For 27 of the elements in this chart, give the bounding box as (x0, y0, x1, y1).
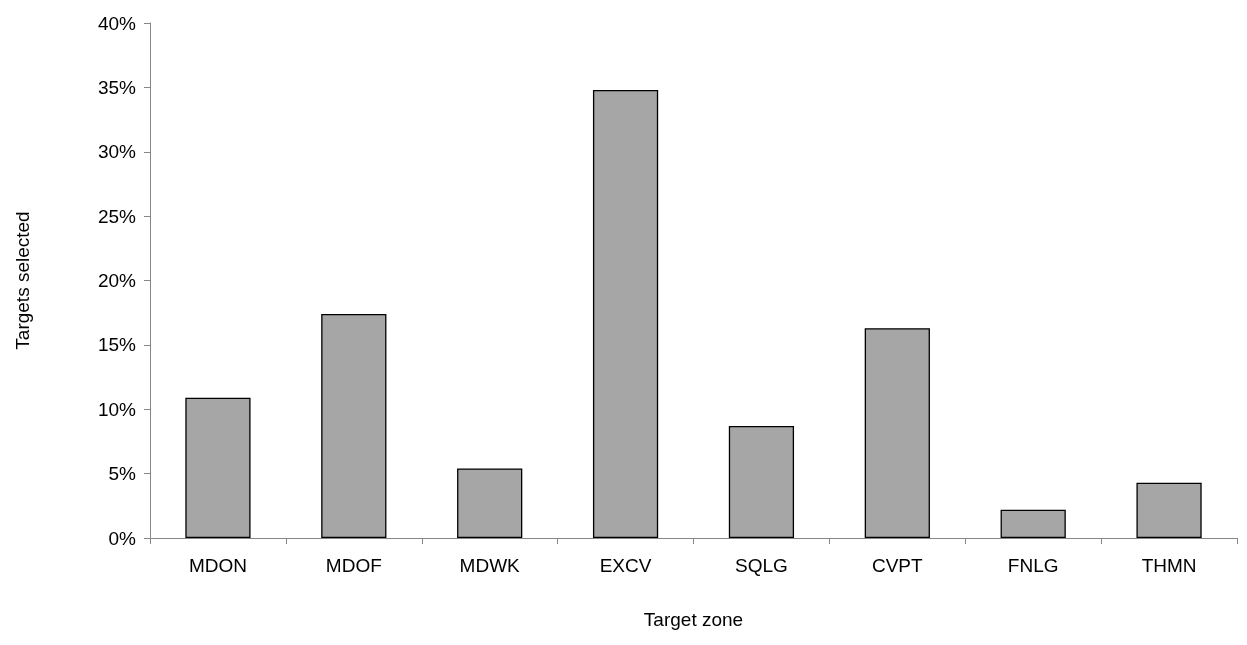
y-tick-label: 15% (97, 334, 137, 356)
y-tick-label: 0% (108, 527, 137, 549)
x-tick-label: MDWK (459, 555, 521, 576)
y-tick-label: 25% (97, 205, 137, 227)
bar (728, 425, 795, 538)
y-tick-label: 40% (97, 12, 137, 34)
bar (457, 468, 523, 538)
bar (1136, 482, 1202, 538)
y-tick-label: 5% (108, 463, 137, 485)
x-tick-label: SQLG (735, 555, 788, 576)
y-axis-title: Targets selected (12, 211, 33, 350)
y-tick-label: 35% (97, 76, 137, 98)
x-tick-label: CVPT (871, 555, 924, 576)
y-tick-label: 20% (97, 270, 137, 291)
x-tick-label: THMN (1141, 555, 1197, 576)
x-axis-title: Target zone (643, 609, 744, 630)
y-tick-label: 30% (97, 141, 137, 163)
x-tick-label: EXCV (599, 555, 652, 576)
bar (1000, 509, 1066, 538)
bar (864, 328, 930, 538)
x-tick-label: FNLG (1007, 555, 1059, 576)
bar (185, 397, 251, 538)
x-tick-label: MDOF (325, 555, 382, 576)
bar (592, 89, 659, 538)
y-tick-label: 10% (97, 398, 137, 420)
bar (321, 313, 387, 538)
x-tick-label: MDON (188, 555, 247, 576)
